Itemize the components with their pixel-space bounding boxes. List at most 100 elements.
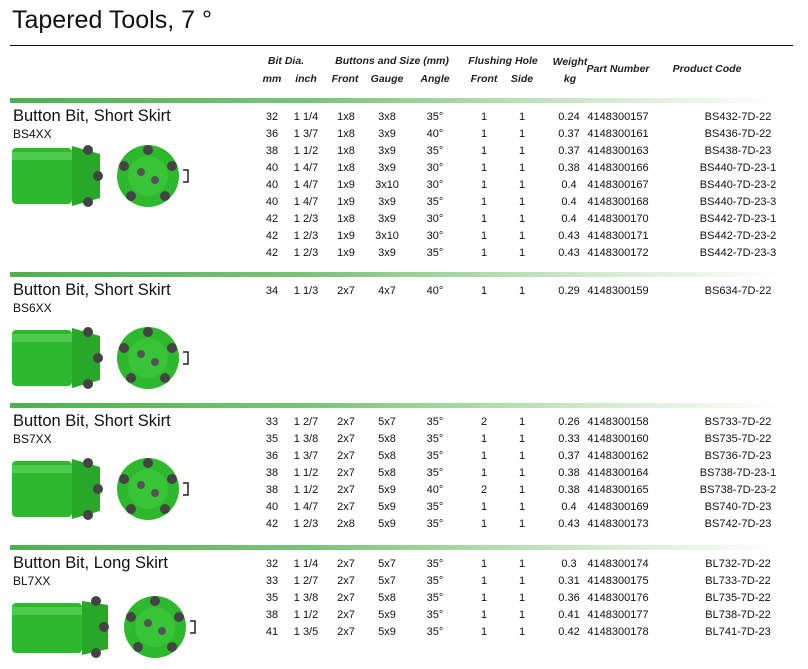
cell-part-number: 4148300166 [587,162,649,174]
cell-flushing-side: 1 [518,575,526,587]
cell-flushing-front: 1 [480,467,488,479]
cell-angle: 40° [426,285,444,297]
cell-flushing-side: 1 [518,111,526,123]
table-row: 34 1 1/3 2x7 4x7 40° 1 1 0.29 4148300159 BS634-7D… [0,283,808,300]
cell-part-number: 4148300173 [587,518,649,530]
cell-product-code: BS742-7D-23 [704,518,772,530]
table-row: 40 1 4/7 1x8 3x9 30° 1 1 0.38 4148300166 BS440-7D… [0,160,808,177]
cell-part-number: 4148300175 [587,575,649,587]
cell-flushing-front: 1 [480,285,488,297]
cell-inch: 1 3/5 [293,626,319,638]
cell-inch: 1 1/4 [293,111,319,123]
cell-part-number: 4148300169 [587,501,649,513]
cell-angle: 40° [426,484,444,496]
cell-weight: 0.38 [558,162,580,174]
header-flushing-front: Front [470,73,498,85]
cell-front-buttons: 2x7 [337,416,355,428]
cell-angle: 35° [426,467,444,479]
cell-part-number: 4148300168 [587,196,649,208]
cell-mm: 42 [265,247,279,259]
cell-product-code: BS634-7D-22 [704,285,772,297]
cell-inch: 1 4/7 [293,179,319,191]
header-bit-dia: Bit Dia. [267,55,305,67]
bit-face [124,596,186,658]
cell-part-number: 4148300165 [587,484,649,496]
bit-body [12,461,72,517]
cell-inch: 1 1/4 [293,558,319,570]
cell-flushing-side: 1 [518,450,526,462]
section-code: BS4XX [13,127,52,141]
section-divider [10,403,780,408]
cell-product-code: BS440-7D-23-3 [699,196,777,208]
cell-front-buttons: 1x9 [337,179,355,191]
cell-inch: 1 1/2 [293,484,319,496]
cell-flushing-side: 1 [518,484,526,496]
table-row: 33 1 2/7 2x7 5x7 35° 1 1 0.31 4148300175 BL733-7D… [0,573,808,590]
cell-mm: 40 [265,501,279,513]
cell-flushing-front: 1 [480,247,488,259]
cell-flushing-side: 1 [518,433,526,445]
table-row: 40 1 4/7 1x9 3x10 30° 1 1 0.4 4148300167 BS440-7D… [0,177,808,194]
cell-flushing-side: 1 [518,230,526,242]
cell-flushing-front: 1 [480,450,488,462]
cell-gauge-buttons: 5x7 [378,416,396,428]
cell-flushing-front: 1 [480,145,488,157]
cell-flushing-side: 1 [518,518,526,530]
cell-part-number: 4148300157 [587,111,649,123]
table-row: 40 1 4/7 1x9 3x9 35° 1 1 0.4 4148300168 BS440-7D-… [0,194,808,211]
bit-face [117,458,179,520]
cell-product-code: BS432-7D-22 [704,111,772,123]
cell-mm: 38 [265,467,279,479]
cell-flushing-front: 1 [480,230,488,242]
section-title: Button Bit, Short Skirt [13,281,171,299]
cell-flushing-side: 1 [518,501,526,513]
cell-flushing-side: 1 [518,162,526,174]
cell-inch: 1 3/7 [293,450,319,462]
cell-mm: 42 [265,230,279,242]
cell-inch: 1 4/7 [293,501,319,513]
cell-mm: 42 [265,213,279,225]
section-divider [10,98,780,103]
bit-body [12,148,72,204]
cell-inch: 1 1/2 [293,609,319,621]
cell-mm: 35 [265,592,279,604]
cell-flushing-front: 2 [480,416,488,428]
cell-inch: 1 2/7 [293,416,319,428]
cell-flushing-side: 1 [518,626,526,638]
table-row: 32 1 1/4 1x8 3x8 35° 1 1 0.24 4148300157 BS432-7D… [0,109,808,126]
cell-front-buttons: 2x7 [337,558,355,570]
cell-front-buttons: 1x9 [337,247,355,259]
cell-gauge-buttons: 5x8 [378,592,396,604]
table-row: 38 1 1/2 2x7 5x9 35° 1 1 0.41 4148300177 BL738-7D… [0,607,808,624]
cell-front-buttons: 2x7 [337,484,355,496]
cell-inch: 1 4/7 [293,196,319,208]
cell-mm: 32 [265,558,279,570]
cell-front-buttons: 2x7 [337,575,355,587]
cell-weight: 0.3 [561,558,577,570]
cell-inch: 1 1/3 [293,285,319,297]
cell-angle: 35° [426,575,444,587]
cell-inch: 1 2/3 [293,247,319,259]
cell-mm: 36 [265,128,279,140]
cell-part-number: 4148300162 [587,450,649,462]
cell-weight: 0.41 [558,609,580,621]
cell-flushing-side: 1 [518,128,526,140]
cell-angle: 30° [426,179,444,191]
cell-flushing-side: 1 [518,467,526,479]
cell-mm: 40 [265,162,279,174]
cell-part-number: 4148300170 [587,213,649,225]
cell-product-code: BS740-7D-23 [704,501,772,513]
cell-weight: 0.26 [558,416,580,428]
cell-front-buttons: 2x7 [337,467,355,479]
header-angle: Angle [420,73,450,85]
cell-product-code: BS738-7D-23-2 [699,484,777,496]
cell-weight: 0.37 [558,128,580,140]
cell-part-number: 4148300177 [587,609,649,621]
cell-gauge-buttons: 3x9 [378,162,396,174]
cell-angle: 35° [426,416,444,428]
cell-flushing-side: 1 [518,196,526,208]
cell-flushing-front: 1 [480,609,488,621]
cell-flushing-side: 1 [518,213,526,225]
cell-angle: 35° [426,111,444,123]
cell-mm: 38 [265,609,279,621]
